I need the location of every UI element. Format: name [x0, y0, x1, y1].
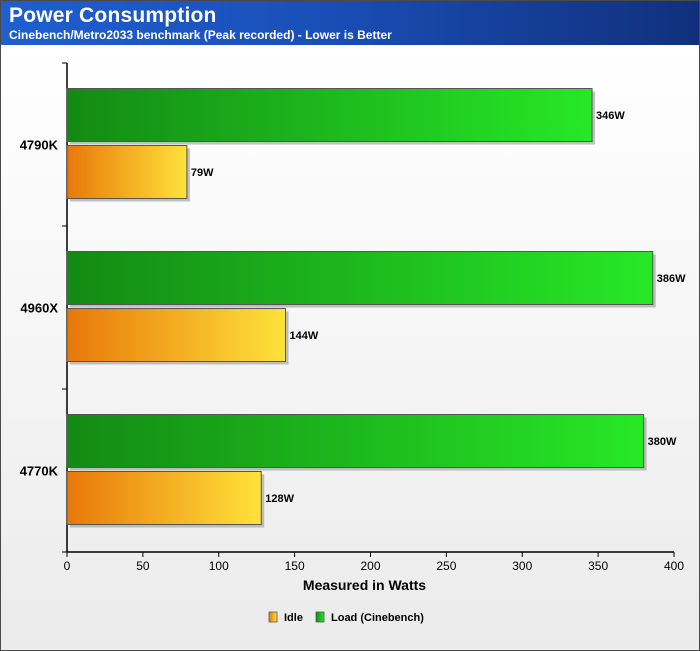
x-tick-label: 200	[360, 559, 380, 573]
bar-load	[66, 414, 645, 468]
y-tick-label: 4770K	[20, 464, 59, 479]
x-axis-title: Measured in Watts	[303, 577, 426, 593]
legend-label: Idle	[284, 612, 303, 624]
x-tick-label: 100	[209, 559, 229, 573]
chart-header: Power Consumption Cinebench/Metro2033 be…	[1, 1, 699, 45]
bar-chart: 0 50 100 150 200 250 300 350 400 4790K 346W 79W 496…	[20, 62, 686, 624]
x-tick-label: 400	[664, 559, 684, 573]
plot-area: 0 50 100 150 200 250 300 350 400 4790K 346W 79W 496…	[1, 45, 699, 650]
x-tick-label: 50	[136, 559, 150, 573]
data-label-load: 346W	[596, 110, 625, 122]
bar-load	[66, 88, 593, 142]
x-tick-label: 150	[285, 559, 305, 573]
y-tick-label: 4960X	[20, 301, 58, 316]
data-label-idle: 79W	[191, 167, 214, 179]
x-tick-label: 300	[512, 559, 532, 573]
legend-swatch	[268, 611, 278, 623]
x-tick-label: 250	[436, 559, 456, 573]
bar-idle	[66, 308, 287, 362]
chart-subtitle: Cinebench/Metro2033 benchmark (Peak reco…	[9, 28, 392, 42]
x-tick-label: 0	[64, 559, 71, 573]
bar-idle	[66, 145, 188, 199]
bar-idle	[66, 471, 262, 525]
bar-load	[66, 251, 654, 305]
legend-label: Load (Cinebench)	[331, 612, 424, 624]
data-label-idle: 128W	[265, 493, 294, 505]
x-tick-label: 350	[588, 559, 608, 573]
chart-title: Power Consumption	[9, 4, 217, 27]
data-label-idle: 144W	[290, 330, 319, 342]
data-label-load: 380W	[648, 436, 677, 448]
y-tick-label: 4790K	[20, 138, 59, 153]
data-label-load: 386W	[657, 273, 686, 285]
legend-swatch	[315, 611, 325, 623]
